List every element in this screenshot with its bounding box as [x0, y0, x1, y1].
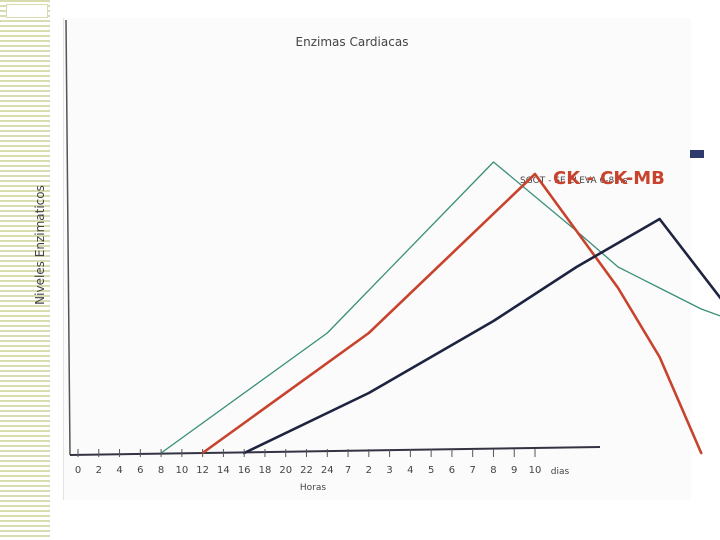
x-tick-label: 2	[96, 465, 102, 476]
chart-title: Enzimas Cardiacas	[296, 35, 409, 49]
x-tick-label: 4	[407, 465, 413, 476]
x-tick-label: 16	[238, 465, 251, 476]
data-point	[617, 266, 619, 268]
data-point	[659, 356, 661, 358]
y-axis-line	[65, 19, 71, 456]
data-point	[534, 173, 536, 175]
x-tick-label: 2	[366, 465, 372, 476]
data-point	[368, 392, 370, 394]
x-tick-label: 5	[428, 465, 434, 476]
data-point	[700, 452, 702, 454]
x-tick-label: 6	[449, 465, 455, 476]
data-point	[368, 332, 370, 334]
x-tick-label: 6	[137, 465, 143, 476]
series-layer	[160, 161, 720, 455]
series-label: CK - CK-MB	[553, 168, 665, 189]
y-axis-label: Niveles Enzimaticos	[33, 185, 47, 305]
series-labels-group: TROPONINACK - CK-MBLDH	[553, 168, 665, 189]
slide-left-stripes	[0, 0, 50, 540]
x-tick-label: 10	[529, 465, 542, 476]
x-tick-label: 4	[116, 465, 122, 476]
x-ticks-group: 0 2 4 6 8 10 12 14 16 18 20 22 24 7 2 3 4 5 6 7 8 9 10	[75, 449, 542, 476]
x-tick-label: 8	[158, 465, 164, 476]
series-line	[242, 217, 720, 455]
series-line	[160, 161, 720, 454]
series-line	[201, 172, 703, 455]
x-tick-label: 22	[300, 465, 313, 476]
data-point	[659, 218, 661, 220]
paper-sheet	[63, 18, 691, 500]
x-tick-label: 7	[469, 465, 475, 476]
axes-group	[65, 19, 601, 456]
x-tick-label: 18	[259, 465, 272, 476]
x-tick-label: 20	[279, 465, 292, 476]
x-tick-label: 12	[196, 465, 209, 476]
x-tick-label: 10	[175, 465, 188, 476]
x-tick-label: 0	[75, 465, 81, 476]
slide-edge-marker	[690, 150, 704, 158]
x-tick-label: 24	[321, 465, 334, 476]
data-point	[492, 320, 495, 322]
x-tick-label: 7	[345, 465, 351, 476]
sgot-annotation: SGOT - SE ELEVA 6-8 hs	[520, 176, 628, 186]
x-tick-label: 14	[217, 465, 230, 476]
x-axis-unit-label: dias	[551, 467, 570, 477]
x-axis-label: Horas	[300, 483, 326, 493]
x-tick-label: 8	[490, 465, 496, 476]
x-tick-label: 9	[511, 465, 517, 476]
x-axis-line	[69, 446, 601, 456]
data-point	[617, 287, 619, 289]
data-point	[492, 161, 495, 163]
x-tick-label: 3	[386, 465, 392, 476]
data-point	[575, 266, 578, 268]
data-point	[700, 308, 702, 310]
data-point	[326, 332, 328, 334]
data-point	[659, 287, 661, 289]
slide-corner-box	[6, 4, 48, 18]
